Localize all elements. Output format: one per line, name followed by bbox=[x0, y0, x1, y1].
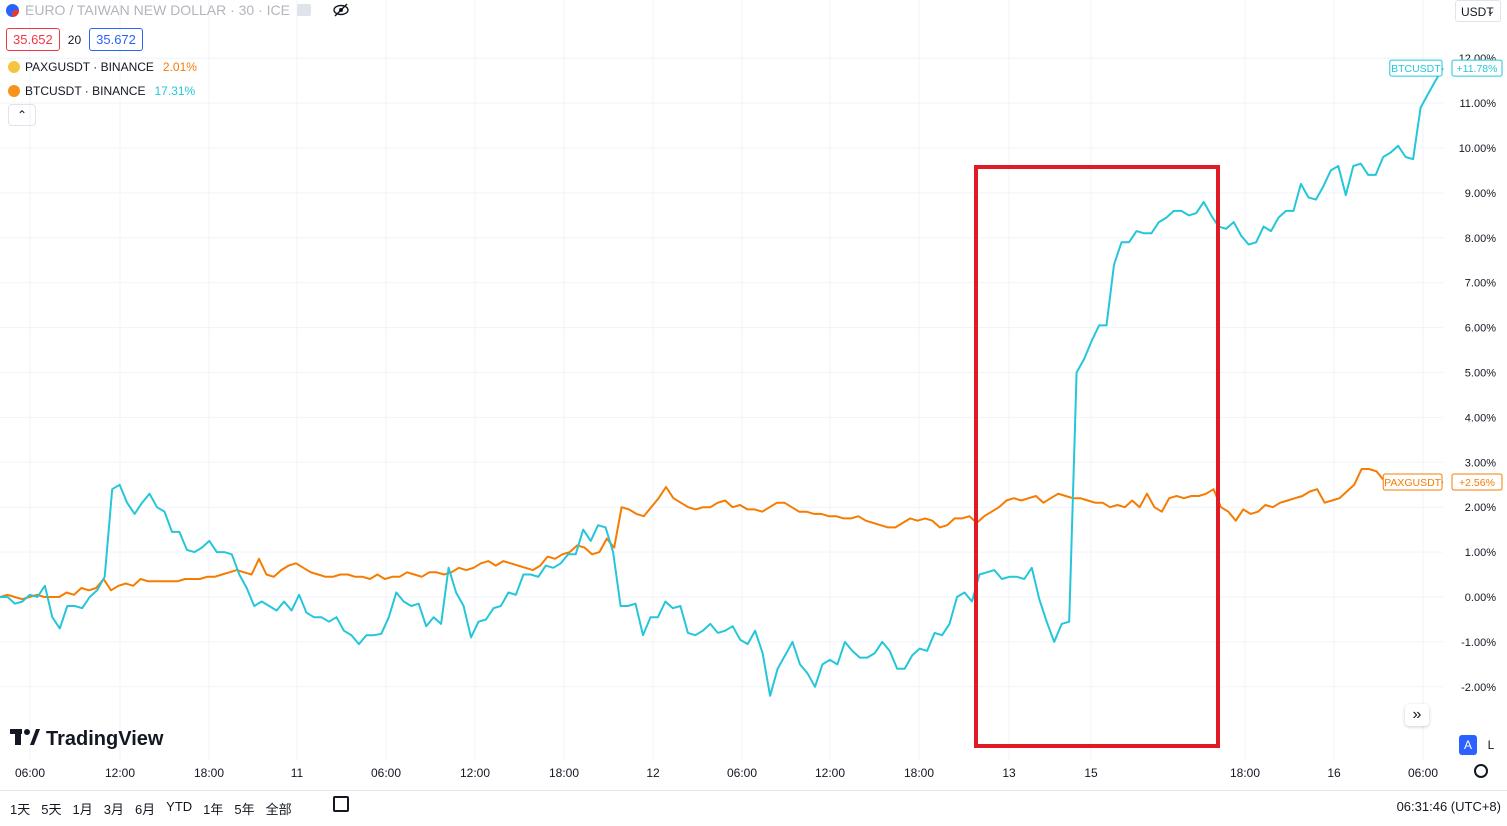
y-tick-label: 11.00% bbox=[1460, 98, 1497, 110]
x-tick-label: 06:00 bbox=[15, 766, 45, 780]
series-value-box bbox=[1451, 59, 1503, 77]
bottom-toolbar: 1天 5天 1月 3月 6月 YTD 1年 5年 全部 06:31:46 (UT… bbox=[0, 790, 1507, 826]
range-3m[interactable]: 3月 bbox=[103, 802, 124, 817]
highlight-rectangle[interactable] bbox=[974, 165, 1220, 748]
x-tick-label: 18:00 bbox=[1230, 766, 1260, 780]
y-tick-label: 8.00% bbox=[1465, 233, 1496, 245]
x-tick-label: 16 bbox=[1327, 766, 1341, 780]
y-tick-label: 6.00% bbox=[1465, 323, 1496, 335]
last-value-labels: BTCUSDT +11.78% PAXGUSDT +2.56% bbox=[1382, 59, 1503, 491]
y-tick-label: 3.00% bbox=[1465, 457, 1496, 469]
eur-twd-flag-icon bbox=[6, 3, 19, 17]
last-label-btcusdt: BTCUSDT +11.78% bbox=[1389, 59, 1503, 77]
y-tick-label: 2.00% bbox=[1465, 502, 1496, 514]
x-tick-label: 18:00 bbox=[194, 766, 224, 780]
series-layer bbox=[0, 67, 1444, 697]
legend-item-btcusdt[interactable]: BTCUSDT · BINANCE 17.31% bbox=[8, 84, 195, 98]
scroll-to-realtime-button[interactable]: » bbox=[1405, 704, 1429, 726]
eye-icon[interactable] bbox=[296, 3, 312, 17]
x-tick-label: 12 bbox=[646, 766, 660, 780]
legend-change: 17.31% bbox=[154, 84, 196, 98]
date-range-tabs: 1天 5天 1月 3月 6月 YTD 1年 5年 全部 bbox=[10, 799, 292, 818]
y-tick-label: 10.00% bbox=[1459, 143, 1497, 155]
last-label-paxgusdt: PAXGUSDT +2.56% bbox=[1382, 473, 1503, 491]
log-scale-button[interactable]: L bbox=[1487, 738, 1495, 752]
price-chart[interactable]: 12.00% 11.00% 10.00% 9.00% 8.00% 7.00% 6.00% 5.… bbox=[0, 0, 1507, 790]
x-tick-label: 13 bbox=[1002, 766, 1016, 780]
series-name-box bbox=[1382, 473, 1443, 491]
y-tick-label: 4.00% bbox=[1465, 412, 1496, 424]
legend-symbol: BTCUSDT · BINANCE bbox=[25, 84, 146, 98]
legend-item-paxgusdt[interactable]: PAXGUSDT · BINANCE 2.01% bbox=[8, 60, 197, 74]
x-tick-label: 11 bbox=[291, 766, 304, 780]
legend-change: 2.01% bbox=[162, 60, 197, 74]
y-tick-label: 9.00% bbox=[1465, 188, 1496, 200]
x-tick-label: 18:00 bbox=[904, 766, 934, 780]
y-tick-label: -1.00% bbox=[1461, 637, 1496, 649]
range-1d[interactable]: 1天 bbox=[10, 802, 31, 817]
vertical-gridlines bbox=[29, 0, 1424, 760]
x-tick-label: 18:00 bbox=[549, 766, 579, 780]
x-axis: 06:00 12:00 18:00 11 06:00 12:00 18:00 12 06:00 1… bbox=[15, 766, 1438, 780]
y-tick-label: 12.00% bbox=[1459, 53, 1497, 65]
x-tick-label: 12:00 bbox=[815, 766, 845, 780]
chevron-down-icon: ⌄ bbox=[1486, 6, 1495, 17]
x-tick-label: 06:00 bbox=[727, 766, 757, 780]
y-tick-label: 1.00% bbox=[1465, 547, 1496, 559]
series-name-box bbox=[1389, 59, 1443, 77]
x-tick-label: 12:00 bbox=[460, 766, 490, 780]
paxg-coin-icon bbox=[8, 61, 20, 73]
range-5d[interactable]: 5天 bbox=[41, 802, 62, 817]
x-tick-label: 06:00 bbox=[371, 766, 401, 780]
ask-price[interactable]: 35.672 bbox=[89, 28, 143, 51]
collapse-legend-button[interactable]: ⌃ bbox=[8, 104, 36, 126]
x-tick-label: 06:00 bbox=[1408, 766, 1438, 780]
series-name-label: PAXGUSDT bbox=[1384, 477, 1442, 489]
horizontal-gridlines bbox=[0, 57, 1443, 688]
chevron-up-icon: ⌃ bbox=[16, 108, 28, 122]
calendar-icon[interactable] bbox=[333, 796, 349, 812]
hide-eye-icon[interactable] bbox=[332, 3, 350, 17]
symbol-header[interactable]: EURO / TAIWAN NEW DOLLAR · 30 · ICE bbox=[6, 2, 350, 18]
symbol-title: EURO / TAIWAN NEW DOLLAR · 30 · ICE bbox=[25, 2, 291, 18]
series-line-btcusdt[interactable] bbox=[0, 67, 1444, 697]
range-all[interactable]: 全部 bbox=[265, 802, 292, 817]
x-tick-label: 12:00 bbox=[105, 766, 135, 780]
y-tick-label: 7.00% bbox=[1465, 278, 1496, 290]
legend-symbol: PAXGUSDT · BINANCE bbox=[25, 60, 154, 74]
range-6m[interactable]: 6月 bbox=[134, 802, 156, 817]
annotation-layer bbox=[974, 165, 1220, 748]
currency-value: USDT bbox=[1461, 5, 1494, 19]
series-line-paxgusdt[interactable] bbox=[0, 468, 1444, 601]
btc-coin-icon bbox=[8, 85, 20, 97]
y-tick-label: -2.00% bbox=[1461, 682, 1496, 694]
brand-name: TradingView bbox=[46, 727, 164, 750]
series-value-box bbox=[1451, 473, 1503, 491]
y-tick-label: 5.00% bbox=[1465, 368, 1496, 380]
x-tick-label: 15 bbox=[1084, 766, 1098, 780]
quote-row: 35.652 20 35.672 bbox=[6, 28, 143, 51]
bid-price[interactable]: 35.652 bbox=[6, 28, 60, 51]
tradingview-logo[interactable]: TradingView bbox=[10, 726, 163, 752]
range-1m[interactable]: 1月 bbox=[72, 802, 93, 817]
series-value-label: +11.78% bbox=[1457, 63, 1498, 75]
series-name-label: BTCUSDT bbox=[1391, 63, 1441, 75]
series-value-label: +2.56% bbox=[1459, 477, 1495, 489]
clock-timezone[interactable]: 06:31:46 (UTC+8) bbox=[1396, 799, 1501, 814]
range-ytd[interactable]: YTD bbox=[166, 799, 193, 814]
range-5y[interactable]: 5年 bbox=[234, 802, 255, 817]
currency-select[interactable]: USDT ⌄ bbox=[1455, 0, 1501, 22]
tradingview-mark-icon bbox=[10, 726, 40, 752]
auto-scale-button[interactable]: A bbox=[1459, 735, 1477, 755]
spread: 20 bbox=[67, 32, 82, 47]
range-1y[interactable]: 1年 bbox=[203, 802, 224, 817]
y-axis: 12.00% 11.00% 10.00% 9.00% 8.00% 7.00% 6.00% 5.… bbox=[1459, 53, 1497, 694]
y-tick-label: 0.00% bbox=[1465, 592, 1496, 604]
gear-icon[interactable] bbox=[1474, 764, 1488, 778]
